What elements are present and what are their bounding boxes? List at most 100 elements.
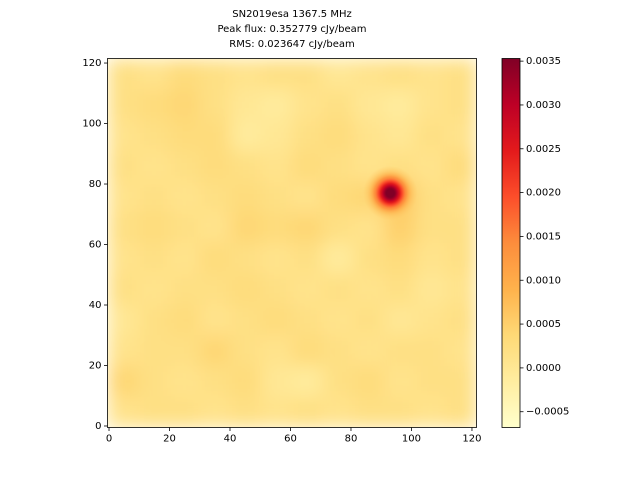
pixel-cell xyxy=(445,89,477,121)
pixel-cell xyxy=(107,181,139,213)
y-tick-label: 120 xyxy=(82,58,101,69)
pixel-cell xyxy=(415,120,447,152)
pixel-cell xyxy=(138,396,170,428)
pixel-cell xyxy=(292,304,324,336)
pixel-cell xyxy=(353,58,385,90)
pixel-cell xyxy=(261,396,293,428)
pixel-cell xyxy=(107,335,139,367)
pixel-cell xyxy=(353,120,385,152)
pixel-cell xyxy=(445,120,477,152)
y-tick-label: 0 xyxy=(95,421,101,432)
x-tick-label: 0 xyxy=(106,434,112,445)
pixel-cell xyxy=(384,335,416,367)
plot-frame xyxy=(107,58,477,428)
pixel-cell xyxy=(169,335,201,367)
pixel-cell xyxy=(199,120,231,152)
pixel-cell xyxy=(230,273,262,305)
pixel-cell xyxy=(199,304,231,336)
pixel-cell xyxy=(292,243,324,275)
pixel-cell xyxy=(107,243,139,275)
pixel-cell xyxy=(199,366,231,398)
pixel-cell xyxy=(199,273,231,305)
pixel-cell xyxy=(261,181,293,213)
pixel-cell xyxy=(107,366,139,398)
pixel-cell xyxy=(445,304,477,336)
pixel-cell xyxy=(169,243,201,275)
pixel-cell xyxy=(322,89,354,121)
pixel-cell xyxy=(415,366,447,398)
pixel-cell xyxy=(230,58,262,90)
pixel-cell xyxy=(322,181,354,213)
pixel-cell xyxy=(230,181,262,213)
pixel-cell xyxy=(199,181,231,213)
chart-subtitle: Peak flux: 0.352779 cJy/beam xyxy=(217,24,366,35)
colorbar-tick-label: −0.0005 xyxy=(526,407,569,418)
pixel-cell xyxy=(322,243,354,275)
pixel-cell xyxy=(169,120,201,152)
pixel-cell xyxy=(415,181,447,213)
pixel-cell xyxy=(322,396,354,428)
pixel-cell xyxy=(261,120,293,152)
pixel-cell xyxy=(415,89,447,121)
pixel-cell xyxy=(384,58,416,90)
pixel-cell xyxy=(169,304,201,336)
pixel-cell xyxy=(138,120,170,152)
pixel-cell xyxy=(138,273,170,305)
pixel-cell xyxy=(384,243,416,275)
y-tick-label: 100 xyxy=(82,119,101,130)
pixel-cell xyxy=(445,181,477,213)
pixel-cell xyxy=(415,243,447,275)
colorbar-tick-label: 0.0005 xyxy=(526,319,561,330)
pixel-cell xyxy=(230,212,262,244)
pixel-cell xyxy=(292,366,324,398)
pixel-cell xyxy=(445,366,477,398)
pixel-cell xyxy=(292,212,324,244)
pixel-cell xyxy=(292,273,324,305)
pixel-cell xyxy=(445,150,477,182)
pixel-cell xyxy=(445,212,477,244)
pixel-cell xyxy=(445,243,477,275)
pixel-cell xyxy=(322,366,354,398)
pixel-cell xyxy=(445,396,477,428)
pixel-cell xyxy=(384,120,416,152)
y-tick-label: 40 xyxy=(89,300,102,311)
pixel-cell xyxy=(384,273,416,305)
pixel-cell xyxy=(415,304,447,336)
pixel-cell xyxy=(199,212,231,244)
pixel-cell xyxy=(107,304,139,336)
chart-title: SN2019esa 1367.5 MHz xyxy=(232,9,352,20)
x-tick-label: 40 xyxy=(224,434,237,445)
pixel-cell xyxy=(322,335,354,367)
pixel-cell xyxy=(199,335,231,367)
pixel-cell xyxy=(353,89,385,121)
pixel-cell xyxy=(199,89,231,121)
pixel-cell xyxy=(199,243,231,275)
pixel-cell xyxy=(138,212,170,244)
pixel-cell xyxy=(322,150,354,182)
pixel-cell xyxy=(415,335,447,367)
pixel-cell xyxy=(445,58,477,90)
x-tick-label: 60 xyxy=(284,434,297,445)
colorbar-tick-label: 0.0010 xyxy=(526,275,561,286)
x-tick-label: 120 xyxy=(462,434,481,445)
pixel-cell xyxy=(384,396,416,428)
pixel-cell xyxy=(107,58,139,90)
pixel-cell xyxy=(415,212,447,244)
pixel-cell xyxy=(138,58,170,90)
pixel-cell xyxy=(322,58,354,90)
colorbar-tick-label: 0.0030 xyxy=(526,100,561,111)
background xyxy=(107,58,477,428)
pixel-cell xyxy=(292,181,324,213)
pixel-cell xyxy=(230,304,262,336)
pixel-cell xyxy=(169,89,201,121)
pixel-cell xyxy=(138,150,170,182)
pixel-cell xyxy=(415,150,447,182)
pixel-cell xyxy=(353,273,385,305)
image xyxy=(107,58,477,428)
pixel-cell xyxy=(261,335,293,367)
pixel-cell xyxy=(261,243,293,275)
pixel-cell xyxy=(107,89,139,121)
pixel-cell xyxy=(261,89,293,121)
pixel-cell xyxy=(169,396,201,428)
